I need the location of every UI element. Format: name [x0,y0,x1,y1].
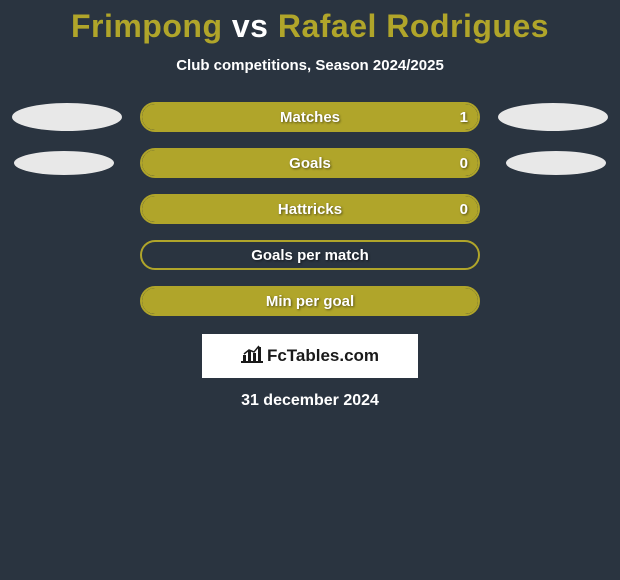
player1-name: Frimpong [71,8,223,44]
logo: FcTables.com [241,345,379,368]
stat-row: Hattricks 0 [0,194,620,224]
date-text: 31 december 2024 [0,392,620,410]
stat-bar: Goals 0 [140,148,480,178]
stat-row: Goals 0 [0,148,620,178]
stat-label: Matches [280,109,340,126]
stat-label: Goals per match [251,247,369,264]
player2-marker [498,103,608,131]
page-title: Frimpong vs Rafael Rodrigues [0,8,620,45]
stat-value-right: 0 [460,155,468,172]
stat-bar: Goals per match [140,240,480,270]
stat-bar: Min per goal [140,286,480,316]
logo-box[interactable]: FcTables.com [202,334,418,378]
stat-value-right: 0 [460,201,468,218]
stat-row: Min per goal [0,286,620,316]
stat-label: Hattricks [278,201,342,218]
stat-value-right: 1 [460,109,468,126]
player2-name: Rafael Rodrigues [278,8,549,44]
stat-row: Goals per match [0,240,620,270]
player1-marker [14,151,114,175]
stat-row: Matches 1 [0,102,620,132]
logo-text: FcTables.com [267,346,379,366]
comparison-widget: Frimpong vs Rafael Rodrigues Club compet… [0,0,620,410]
stat-bar: Matches 1 [140,102,480,132]
stat-label: Min per goal [266,293,354,310]
player2-marker [506,151,606,175]
stat-label: Goals [289,155,331,172]
subtitle: Club competitions, Season 2024/2025 [0,57,620,74]
chart-icon [241,345,263,368]
player1-marker [12,103,122,131]
stat-bar: Hattricks 0 [140,194,480,224]
bars-container: Matches 1 Goals 0 Hattricks 0 Goals per match M… [0,102,620,316]
vs-text: vs [232,8,269,44]
